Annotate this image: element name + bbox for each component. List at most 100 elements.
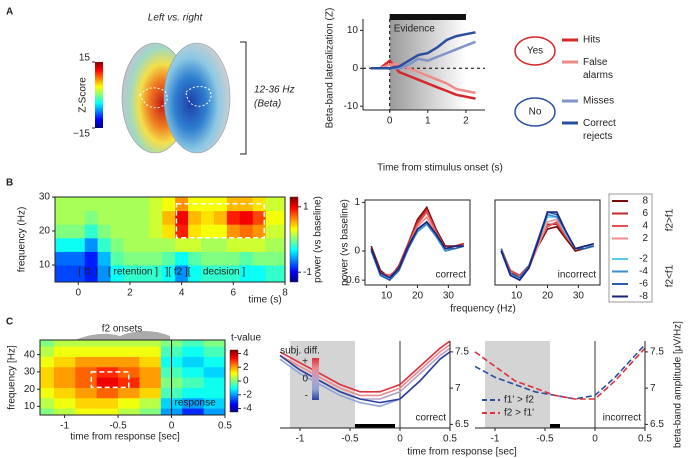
heat-cell [55, 265, 86, 283]
heat-cell [84, 210, 99, 225]
heat-cell [118, 340, 140, 347]
colorbar-label: t-value [231, 333, 261, 344]
window-shade [290, 341, 355, 428]
heat-cell [182, 377, 205, 388]
legend-label: -2 [639, 254, 648, 265]
epoch-label: [ f1 ] [78, 267, 98, 278]
heat-cell [53, 356, 76, 368]
heat-cell [110, 265, 124, 283]
heat-cell [96, 397, 119, 409]
legend-label: False alarms [583, 57, 613, 81]
heat-cell [97, 224, 112, 239]
series-line [500, 225, 595, 277]
heat-cell [53, 408, 76, 416]
heat-cell [40, 397, 55, 409]
y-tick-label: 0 [354, 246, 360, 257]
heat-cell [201, 224, 215, 239]
heat-cell [118, 397, 140, 409]
epoch-label: decision ] [203, 267, 245, 278]
heat-cell [149, 197, 163, 212]
heat-cell [53, 377, 76, 388]
heat-cell [213, 237, 228, 252]
heat-cell [175, 237, 189, 252]
legend-label: 4 [642, 221, 648, 232]
colorbar-label: 0 [302, 374, 308, 385]
plot-frame [54, 196, 286, 283]
heat-cell [213, 265, 228, 283]
heat-cell [265, 265, 286, 283]
colorbar-label: - [305, 391, 308, 402]
colorbar-tick-label: -1 [303, 267, 312, 278]
colorbar [289, 196, 299, 283]
series-line [370, 205, 465, 279]
y-tick-label: 6.5 [455, 419, 469, 430]
significance-bar [550, 424, 560, 428]
x-tick-label: 1 [425, 116, 431, 127]
heat-cell [84, 224, 99, 239]
heat-cell [97, 237, 112, 252]
heat-cell [252, 237, 267, 252]
heat-cell [226, 265, 241, 283]
heat-cell [265, 251, 286, 266]
heat-cell [252, 210, 267, 225]
heat-cell [40, 377, 55, 388]
colorbar [312, 358, 319, 400]
y-tick-label: 7.5 [455, 347, 469, 358]
panel-condition: incorrect [558, 270, 597, 281]
x-tick-label: 20 [412, 291, 424, 302]
legend-label: -8 [639, 291, 648, 302]
x-tick-label: 20 [542, 291, 554, 302]
y-tick-label: 0 [352, 63, 358, 74]
heat-cell [75, 408, 98, 416]
heat-cell [175, 265, 189, 283]
legend-label: -6 [639, 279, 648, 290]
heat-cell [96, 356, 119, 368]
legend-label: 8 [642, 196, 648, 207]
colorbar [95, 62, 103, 128]
heat-cell [84, 265, 99, 283]
heat-cell [75, 340, 98, 347]
panel-condition: correct [435, 270, 466, 281]
x-axis-label: time (s) [248, 295, 281, 306]
heat-cell [96, 340, 119, 347]
series-line [370, 31, 476, 70]
heat-cell [188, 224, 202, 239]
y-axis-label: beta-band amplitude [μV/Hz] [673, 321, 684, 448]
heat-cell [123, 197, 137, 212]
heat-cell [239, 224, 254, 239]
heat-cell [110, 224, 124, 239]
legend-box [608, 193, 653, 303]
heat-cell [162, 251, 176, 266]
x-tick-label: 0 [169, 421, 175, 432]
y-tick-label: 30 [39, 192, 51, 203]
heat-cell [139, 356, 162, 368]
x-tick-label: 0 [592, 434, 598, 445]
heat-cell [201, 237, 215, 252]
heat-cell [162, 197, 176, 212]
heat-cell [175, 210, 189, 225]
heat-cell [188, 210, 202, 225]
x-tick-label: 0 [75, 288, 81, 299]
x-tick-label: 0.5 [218, 421, 232, 432]
heat-cell [149, 210, 163, 225]
heat-cell [239, 265, 254, 283]
heat-cell [55, 251, 86, 266]
heat-cell [239, 197, 254, 212]
colorbar-tick-label: −15 [73, 129, 90, 140]
heat-cell [139, 377, 162, 388]
y-tick-label: 7 [650, 383, 656, 394]
heat-cell [203, 408, 226, 416]
heat-cell [139, 346, 162, 357]
significance-bar [355, 424, 395, 428]
heat-cell [175, 197, 189, 212]
x-tick-label: -0.5 [536, 434, 554, 445]
legend-label: 2 [642, 233, 648, 244]
heat-cell [239, 251, 254, 266]
heat-cell [226, 237, 241, 252]
x-tick-label: 0.5 [638, 434, 652, 445]
heat-cell [213, 224, 228, 239]
heat-cell [96, 387, 119, 399]
x-tick-label: 0 [387, 116, 393, 127]
y-axis-label: Beta-band lateralization (Z) [325, 8, 336, 129]
response-label: response [175, 398, 217, 409]
